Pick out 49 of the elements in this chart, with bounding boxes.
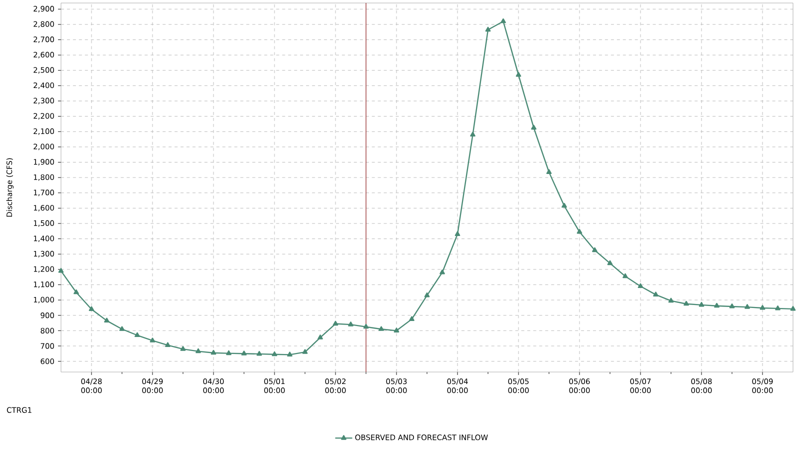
- point: [592, 247, 598, 252]
- point: [500, 18, 506, 24]
- point: [516, 72, 522, 77]
- point: [318, 334, 323, 340]
- point: [394, 328, 400, 332]
- point: [256, 350, 262, 356]
- point: [760, 305, 766, 310]
- point: [729, 303, 735, 308]
- point: [287, 352, 292, 356]
- point: [531, 124, 536, 130]
- point: [698, 302, 704, 307]
- point: [150, 338, 156, 342]
- point: [454, 231, 460, 236]
- point: [302, 349, 308, 354]
- point: [180, 346, 186, 351]
- point: [790, 306, 796, 311]
- point: [607, 260, 613, 266]
- point: [744, 304, 750, 309]
- point: [562, 202, 567, 208]
- point: [74, 289, 79, 294]
- point: [714, 302, 720, 308]
- point: [409, 316, 414, 321]
- point: [104, 318, 110, 322]
- point: [622, 273, 628, 278]
- point: [348, 322, 354, 326]
- point: [58, 268, 64, 273]
- point: [653, 292, 658, 296]
- point: [88, 306, 94, 312]
- point: [210, 350, 216, 355]
- point: [363, 324, 369, 329]
- point: [424, 292, 430, 298]
- point: [668, 298, 674, 303]
- point: [119, 326, 125, 331]
- point: [196, 348, 201, 354]
- point: [485, 26, 491, 32]
- point: [576, 228, 582, 234]
- point: [684, 300, 689, 306]
- point: [272, 351, 278, 356]
- point: [332, 320, 338, 326]
- point: [241, 350, 247, 356]
- point: [378, 326, 384, 331]
- point: [165, 342, 170, 347]
- point: [775, 305, 780, 310]
- point: [440, 269, 445, 274]
- point: [226, 350, 232, 356]
- point: [134, 332, 140, 338]
- point: [470, 132, 476, 136]
- point: [546, 169, 552, 174]
- point: [638, 283, 644, 288]
